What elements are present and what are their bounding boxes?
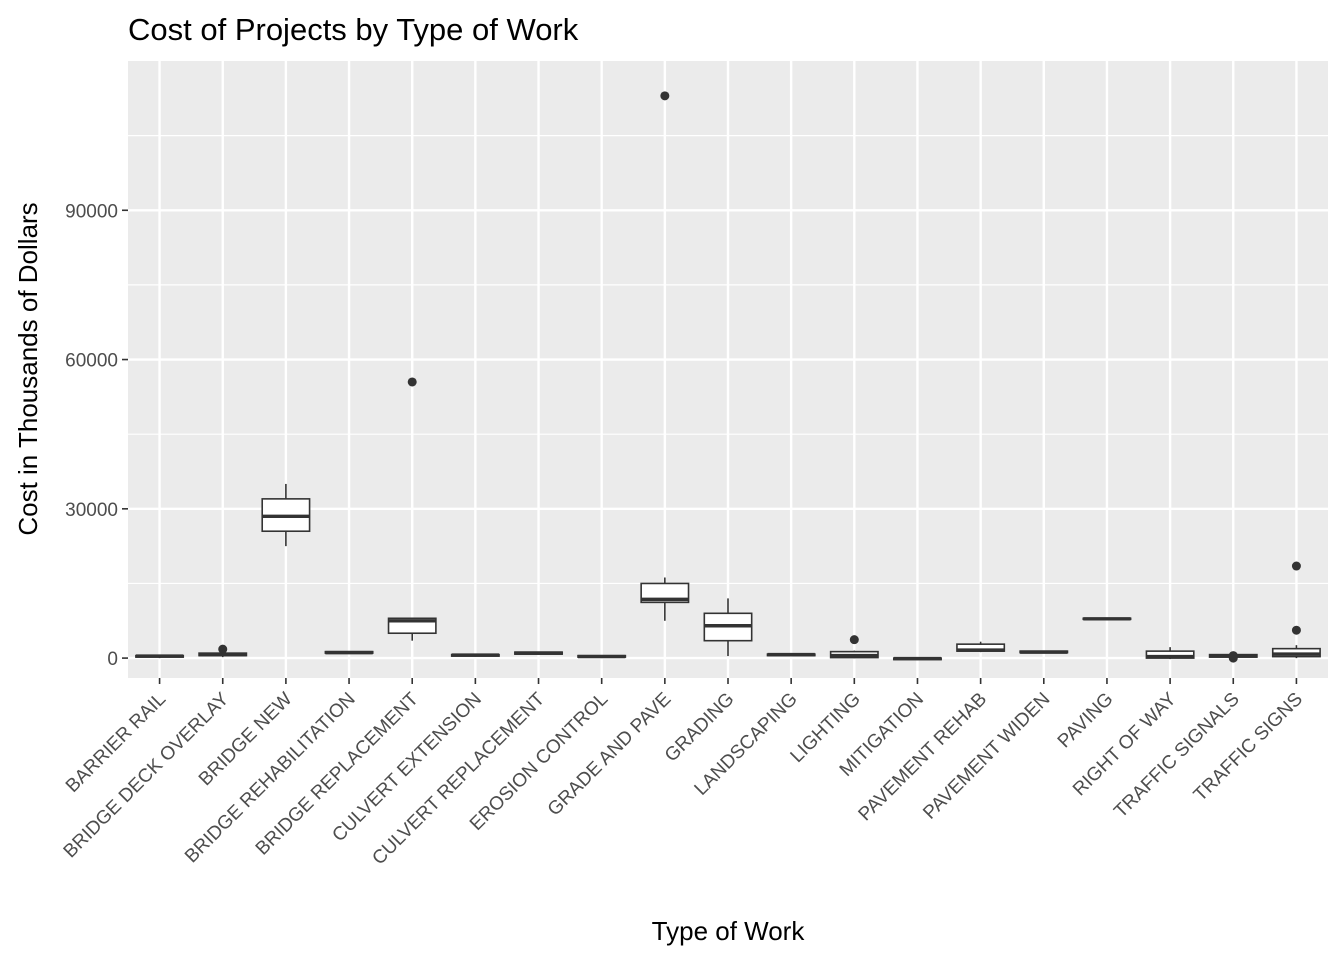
boxplot-right-of-way [1145,647,1195,660]
boxplot-culvert-extension [450,653,500,657]
boxplot-mitigation [892,656,942,661]
boxplot-landscaping [766,652,816,657]
boxplot-barrier-rail [135,654,185,659]
x-axis-title: Type of Work [652,916,806,946]
boxplot-pavement-rehab [956,641,1006,653]
outlier-point [407,377,417,387]
boxplot-traffic-signs [1271,561,1321,659]
y-axis: 0 30000 60000 90000 [65,201,128,670]
y-axis-title: Cost in Thousands of Dollars [13,202,43,535]
boxplot-pavement-widen [1019,650,1069,654]
boxplot-paving [1082,617,1132,621]
outlier-point [218,644,228,654]
outlier-point [1291,625,1301,635]
x-tick-label: PAVEMENT WIDEN [919,689,1054,824]
boxplot-grade-and-pave [640,91,690,621]
boxplot-bridge-rehabilitation [324,650,374,655]
outlier-point [660,91,670,101]
boxplot-traffic-signals [1208,651,1258,663]
x-tick-label: PAVING [1054,689,1118,753]
gridlines [128,61,1328,678]
y-tick-label: 90000 [65,201,118,222]
y-tick-label: 60000 [65,351,118,372]
x-tick-label: TRAFFIC SIGNS [1190,689,1307,806]
x-tick-label: GRADE AND PAVE [544,689,676,821]
boxes-layer [135,91,1321,663]
x-tick-label: TRAFFIC SIGNALS [1110,689,1244,823]
boxplot-grading [703,598,753,657]
y-tick-label: 30000 [65,500,118,521]
outlier-point [849,635,859,645]
boxplot-bridge-new [261,483,311,547]
y-tick-label: 0 [107,649,118,670]
boxplot-erosion-control [577,654,627,659]
boxplot-bridge-deck-overlay [198,644,248,658]
outlier-point [1228,651,1238,661]
outlier-point [1291,561,1301,571]
chart-title: Cost of Projects by Type of Work [128,12,579,47]
boxplot-bridge-replacement [387,377,437,641]
boxplot-lighting [829,635,879,659]
boxplot-culvert-replacement [514,651,564,655]
box [640,582,690,604]
